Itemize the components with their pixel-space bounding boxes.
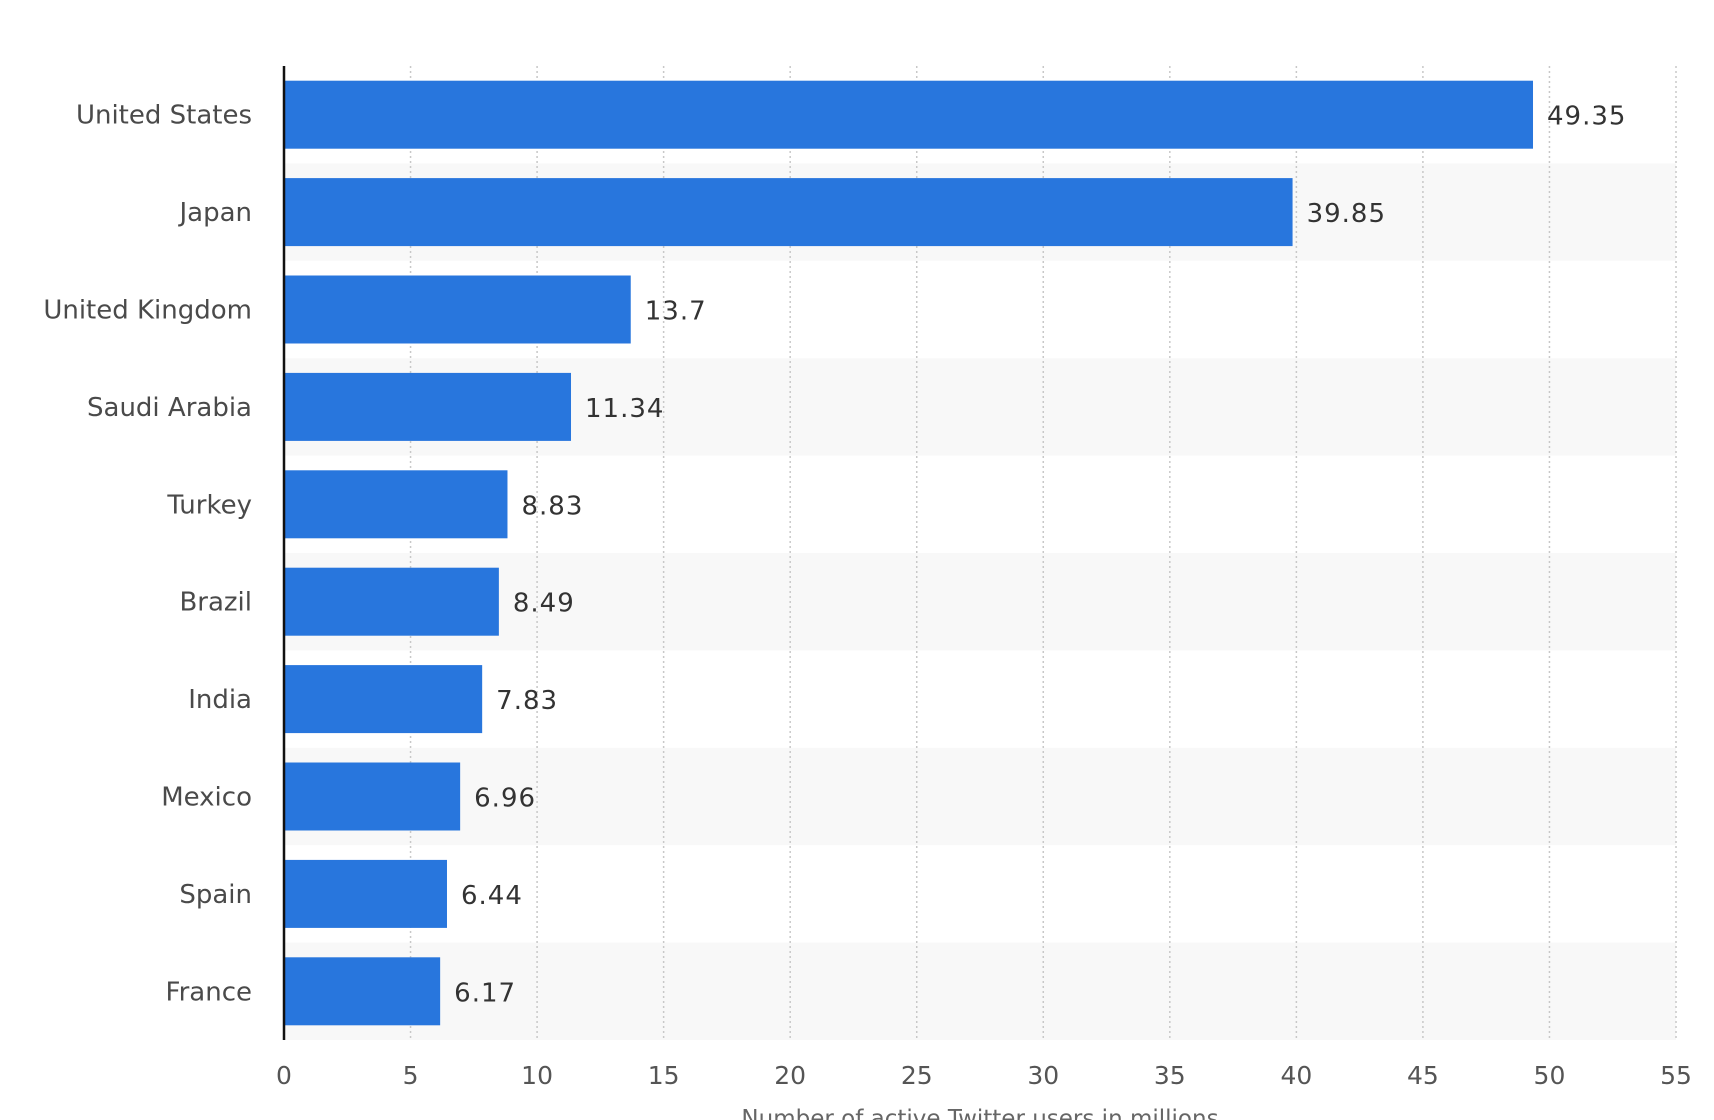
value-labels: 49.35 39.85 13.7 11.34 8.83 8.49 7.83 6.96 6.44 6… bbox=[454, 102, 1626, 1009]
row-band bbox=[284, 553, 1676, 651]
x-tick-label: 15 bbox=[648, 1061, 680, 1090]
x-tick-label: 20 bbox=[774, 1061, 806, 1090]
x-tick-label: 0 bbox=[276, 1061, 292, 1090]
data-label: 6.17 bbox=[454, 978, 516, 1008]
bar[interactable] bbox=[284, 567, 499, 636]
category-label: Mexico bbox=[161, 783, 252, 813]
row-bands bbox=[284, 163, 1676, 1040]
data-label: 7.83 bbox=[496, 686, 558, 716]
x-tick-label: 35 bbox=[1154, 1061, 1186, 1090]
category-label: United States bbox=[76, 101, 252, 131]
data-label: 8.83 bbox=[521, 491, 583, 521]
bar[interactable] bbox=[284, 178, 1293, 247]
data-label: 6.96 bbox=[474, 784, 536, 814]
data-label: 49.35 bbox=[1547, 102, 1626, 132]
category-label: Japan bbox=[177, 198, 252, 228]
category-label: Saudi Arabia bbox=[87, 393, 252, 423]
category-label: Turkey bbox=[166, 490, 252, 520]
bars bbox=[284, 80, 1534, 1026]
data-label: 39.85 bbox=[1307, 199, 1386, 229]
x-tick-label: 25 bbox=[901, 1061, 933, 1090]
data-label: 11.34 bbox=[585, 394, 664, 424]
bar[interactable] bbox=[284, 470, 508, 539]
category-label: India bbox=[188, 685, 252, 715]
bar[interactable] bbox=[284, 665, 483, 734]
bar[interactable] bbox=[284, 762, 461, 831]
data-label: 8.49 bbox=[513, 589, 575, 619]
data-label: 13.7 bbox=[645, 297, 707, 327]
x-tick-label: 10 bbox=[521, 1061, 553, 1090]
row-band bbox=[284, 747, 1676, 846]
bar[interactable] bbox=[284, 372, 572, 441]
category-labels: United States Japan United Kingdom Saudi Ar… bbox=[43, 101, 252, 1008]
category-label: Brazil bbox=[179, 588, 252, 618]
x-tick-labels: 0 5 10 15 20 25 30 35 40 45 50 55 bbox=[276, 1061, 1692, 1090]
x-tick-label: 55 bbox=[1660, 1061, 1692, 1090]
row-band bbox=[284, 942, 1676, 1040]
data-label: 6.44 bbox=[461, 881, 523, 911]
x-tick-label: 5 bbox=[403, 1061, 419, 1090]
category-label: France bbox=[166, 977, 252, 1007]
x-tick-label: 45 bbox=[1407, 1061, 1439, 1090]
bar[interactable] bbox=[284, 859, 447, 928]
category-label: United Kingdom bbox=[43, 296, 252, 326]
x-tick-label: 30 bbox=[1027, 1061, 1059, 1090]
x-axis-title: Number of active Twitter users in millio… bbox=[741, 1106, 1218, 1120]
x-tick-label: 50 bbox=[1534, 1061, 1566, 1090]
bar[interactable] bbox=[284, 275, 631, 344]
x-tick-label: 40 bbox=[1280, 1061, 1312, 1090]
category-label: Spain bbox=[179, 880, 252, 910]
bar[interactable] bbox=[284, 80, 1534, 149]
bar[interactable] bbox=[284, 957, 441, 1026]
